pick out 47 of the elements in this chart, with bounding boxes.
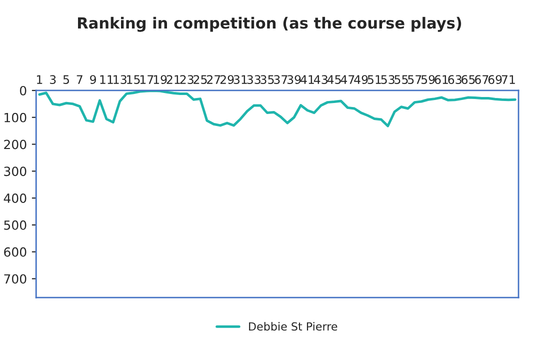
x-tick-label: 43	[314, 75, 328, 84]
x-tick-label: 13	[114, 75, 126, 84]
y-tick-label: 500	[4, 220, 26, 230]
x-tick-label: 7	[76, 75, 82, 84]
x-tick-label: 1	[37, 75, 42, 84]
x-tick-label: 41	[300, 75, 314, 84]
x-tick-label: 29	[220, 75, 234, 84]
y-tick-label: 0	[20, 86, 26, 96]
x-tick-label: 55	[394, 75, 408, 84]
y-tick-label: 700	[4, 274, 26, 284]
x-tick-label: 23	[180, 75, 194, 84]
y-tick-label: 400	[4, 194, 26, 203]
x-tick-label: 47	[340, 75, 354, 84]
x-tick-label: 15	[127, 75, 140, 84]
x-tick-label: 5	[63, 75, 69, 84]
x-tick-label: 65	[462, 75, 475, 84]
x-tick-label: 63	[448, 75, 462, 84]
legend-label: Debbie St Pierre	[249, 322, 338, 331]
x-tick-label: 21	[166, 75, 180, 84]
x-tick-label: 49	[354, 75, 368, 84]
line-series	[38, 90, 516, 128]
x-tick-label: 17	[140, 75, 154, 84]
y-tick-label: 600	[4, 247, 26, 257]
x-tick-label: 31	[234, 75, 247, 84]
x-tick-label: 71	[502, 75, 515, 84]
y-tick-label: 300	[4, 166, 26, 176]
x-tick-label: 37	[274, 75, 288, 84]
x-tick-label: 25	[194, 75, 207, 84]
x-tick-label: 57	[408, 75, 422, 84]
x-tick-label: 59	[421, 75, 435, 84]
x-tick-label: 3	[50, 75, 56, 84]
x-tick-label: 35	[260, 75, 274, 84]
y-tick-label: 100	[4, 112, 26, 122]
x-tick-label: 61	[434, 75, 448, 84]
y-tick-label: 200	[4, 140, 26, 150]
x-tick-label: 67	[474, 75, 488, 84]
x-tick-label: 39	[287, 75, 301, 84]
x-tick-label: 19	[154, 75, 167, 84]
x-tick-label: 45	[327, 75, 341, 84]
x-tick-label: 53	[381, 75, 394, 84]
chart-title: Ranking in competition (as the course plays)	[78, 16, 462, 32]
x-tick-label: 51	[368, 75, 381, 84]
x-tick-label: 69	[488, 75, 502, 84]
x-tick-label: 27	[207, 75, 220, 84]
x-tick-label: 9	[90, 75, 96, 84]
x-tick-label: 11	[100, 75, 113, 84]
x-tick-label: 33	[247, 75, 260, 84]
